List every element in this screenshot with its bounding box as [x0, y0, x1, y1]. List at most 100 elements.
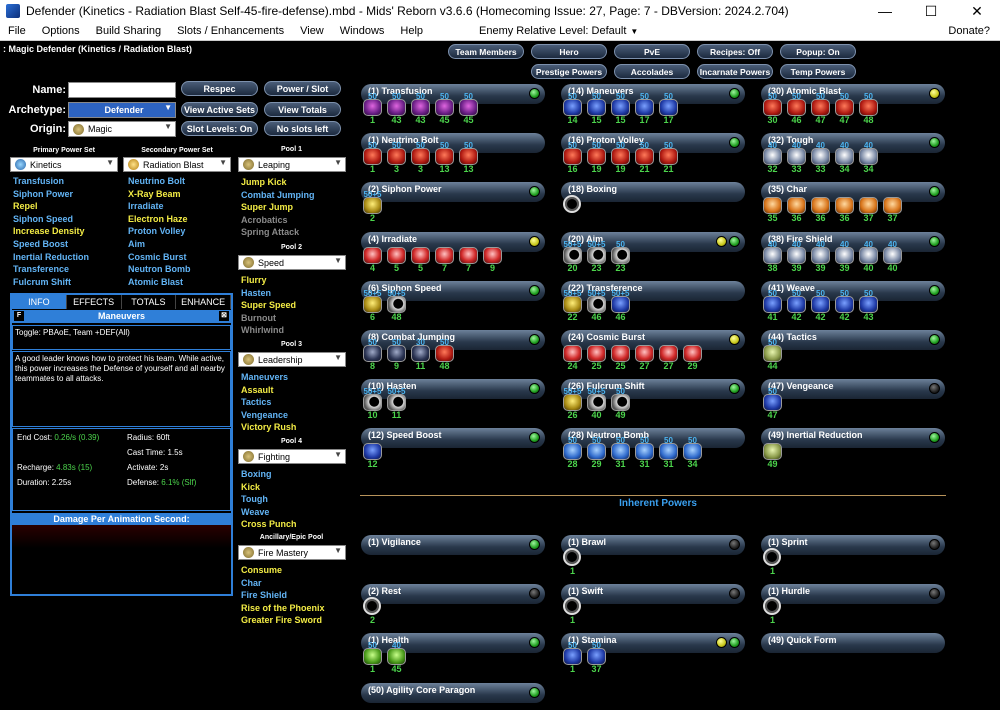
- enhancement-slot[interactable]: 4: [362, 241, 383, 273]
- enhancement-slot[interactable]: 50 15: [586, 93, 607, 125]
- view-totals-button[interactable]: View Totals: [264, 102, 341, 117]
- enhancement-slot[interactable]: 1: [762, 593, 783, 625]
- enhancement-slot[interactable]: 50 3: [386, 142, 407, 174]
- enhancement-slot[interactable]: 50 13: [458, 142, 479, 174]
- power-entry-health[interactable]: (1) Health: [361, 633, 545, 654]
- enhancement-slot[interactable]: 50 30: [762, 93, 783, 125]
- enhancement-slot[interactable]: 1: [762, 544, 783, 576]
- power-entry-agility-core-paragon[interactable]: (50) Agility Core Paragon: [361, 682, 545, 703]
- power-tactics[interactable]: Tactics: [241, 397, 272, 408]
- enhancement-slot[interactable]: 50+5 10: [362, 388, 383, 420]
- tab-totals[interactable]: TOTALS: [121, 295, 177, 309]
- power-entry-inertial-reduction[interactable]: (49) Inertial Reduction: [761, 428, 945, 449]
- power-super-jump[interactable]: Super Jump: [241, 202, 294, 213]
- minimize-button[interactable]: —: [878, 3, 892, 19]
- enhancement-slot[interactable]: 27: [658, 339, 679, 371]
- enhancement-slot[interactable]: 50 34: [682, 437, 703, 469]
- tab-effects[interactable]: EFFECTS: [66, 295, 122, 309]
- enhancement-slot[interactable]: 30 11: [410, 339, 431, 371]
- power-super-speed[interactable]: Super Speed: [241, 300, 297, 311]
- enhancement-slot[interactable]: 50 1: [362, 642, 383, 674]
- team-members-button[interactable]: Team Members: [448, 44, 524, 59]
- enhancement-slot[interactable]: 50+5 48: [386, 289, 407, 322]
- enhancement-slot[interactable]: 29: [682, 339, 703, 371]
- menu-build-sharing[interactable]: Build Sharing: [95, 25, 162, 37]
- enhancement-slot[interactable]: 36: [786, 191, 807, 223]
- pool-select-speed[interactable]: Speed ▼: [238, 255, 346, 270]
- power-repel[interactable]: Repel: [13, 201, 38, 212]
- enhancement-slot[interactable]: 50 43: [858, 289, 879, 322]
- power-fulcrum-shift[interactable]: Fulcrum Shift: [13, 276, 71, 287]
- enhancement-slot[interactable]: 5: [410, 241, 431, 273]
- power-flurry[interactable]: Flurry: [241, 275, 267, 285]
- power-burnout[interactable]: Burnout: [241, 312, 276, 323]
- power-aim[interactable]: Aim: [128, 238, 146, 249]
- power-boxing[interactable]: Boxing: [241, 469, 272, 479]
- enhancement-slot[interactable]: 50+5 26: [562, 388, 583, 420]
- power-entry-stamina[interactable]: (1) Stamina: [561, 633, 745, 654]
- pool-select-fire-mastery[interactable]: Fire Mastery ▼: [238, 545, 346, 560]
- enhancement-slot[interactable]: 50 13: [434, 142, 455, 174]
- float-button[interactable]: F: [14, 311, 24, 321]
- enhancement-slot[interactable]: 50 28: [562, 437, 583, 469]
- power-fire-shield[interactable]: Fire Shield: [241, 590, 288, 601]
- enhancement-slot[interactable]: 50 37: [586, 642, 607, 674]
- enhancement-slot[interactable]: 7: [458, 241, 479, 273]
- enhancement-slot[interactable]: 50 48: [858, 93, 879, 125]
- power-entry-tactics[interactable]: (44) Tactics: [761, 330, 945, 350]
- enhancement-slot[interactable]: 50 17: [634, 93, 655, 125]
- enhancement-slot[interactable]: 40 33: [810, 142, 831, 174]
- power-acrobatics[interactable]: Acrobatics: [241, 214, 288, 225]
- power-inertial-reduction[interactable]: Inertial Reduction: [13, 251, 90, 262]
- view-active-sets-button[interactable]: View Active Sets: [181, 102, 258, 117]
- enhancement-slot[interactable]: 40 39: [810, 240, 831, 273]
- power-vengeance[interactable]: Vengeance: [241, 409, 289, 420]
- archetype-select[interactable]: Defender ▼: [68, 102, 176, 118]
- enhancement-slot[interactable]: 50 42: [834, 289, 855, 322]
- enhancement-slot[interactable]: 50 8: [362, 339, 383, 371]
- power-hasten[interactable]: Hasten: [241, 287, 272, 298]
- power-entry-siphon-speed[interactable]: (6) Siphon Speed: [361, 280, 545, 301]
- power-neutron-bomb[interactable]: Neutron Bomb: [128, 264, 191, 275]
- enhancement-slot[interactable]: 1: [562, 593, 583, 625]
- enhancement-slot[interactable]: 40 45: [386, 642, 407, 674]
- enhancement-slot[interactable]: 50+5 46: [610, 289, 631, 322]
- power-entry-aim[interactable]: (20) Aim: [561, 231, 745, 252]
- power-entry-hurdle[interactable]: (1) Hurdle: [761, 584, 945, 605]
- power-speed-boost[interactable]: Speed Boost: [13, 238, 69, 249]
- pool-select-leaping[interactable]: Leaping ▼: [238, 157, 346, 172]
- enhancement-slot[interactable]: 40 39: [786, 240, 807, 273]
- maximize-button[interactable]: ☐: [924, 2, 938, 19]
- enhancement-slot[interactable]: 50 43: [386, 93, 407, 125]
- enhancement-slot[interactable]: 50 41: [762, 289, 783, 322]
- incarnate-powers-button[interactable]: Incarnate Powers: [697, 64, 773, 79]
- close-button[interactable]: ✕: [971, 2, 983, 19]
- pve-button[interactable]: PvE: [614, 44, 690, 59]
- power-whirlwind[interactable]: Whirlwind: [241, 325, 284, 336]
- power-x-ray-beam[interactable]: X-Ray Beam: [128, 188, 181, 199]
- enhancement-slot[interactable]: 50 16: [562, 142, 583, 174]
- power-entry-vigilance[interactable]: (1) Vigilance: [361, 535, 545, 555]
- enhancement-slot[interactable]: 50 31: [634, 437, 655, 469]
- enhancement-slot[interactable]: 36: [810, 191, 831, 223]
- enhancement-slot[interactable]: 50+5 20: [562, 240, 583, 273]
- enhancement-slot[interactable]: 5: [386, 241, 407, 273]
- enhancement-slot[interactable]: 40 34: [858, 142, 879, 174]
- power-entry-vengeance[interactable]: (47) Vengeance: [761, 379, 945, 400]
- recipes-button[interactable]: Recipes: Off: [697, 44, 773, 59]
- origin-select[interactable]: Magic ▼: [68, 121, 176, 137]
- primary-set-select[interactable]: Kinetics ▼: [10, 157, 118, 172]
- power-entry-atomic-blast[interactable]: (30) Atomic Blast: [761, 84, 945, 104]
- enhancement-slot[interactable]: 50 47: [834, 93, 855, 125]
- enhancement-slot[interactable]: 50 1: [362, 142, 383, 174]
- power-neutrino-bolt[interactable]: Neutrino Bolt: [128, 176, 185, 186]
- accolades-button[interactable]: Accolades: [614, 64, 690, 79]
- enhancement-slot[interactable]: 7: [434, 241, 455, 273]
- power-entry-neutrino-bolt[interactable]: (1) Neutrino Bolt: [361, 133, 545, 154]
- temp-powers-button[interactable]: Temp Powers: [780, 64, 856, 79]
- power-tough[interactable]: Tough: [241, 494, 268, 505]
- power-combat-jumping[interactable]: Combat Jumping: [241, 189, 315, 200]
- power-cosmic-burst[interactable]: Cosmic Burst: [128, 251, 187, 262]
- enhancement-slot[interactable]: 50 49: [610, 388, 631, 420]
- enhancement-slot[interactable]: 24: [562, 339, 583, 371]
